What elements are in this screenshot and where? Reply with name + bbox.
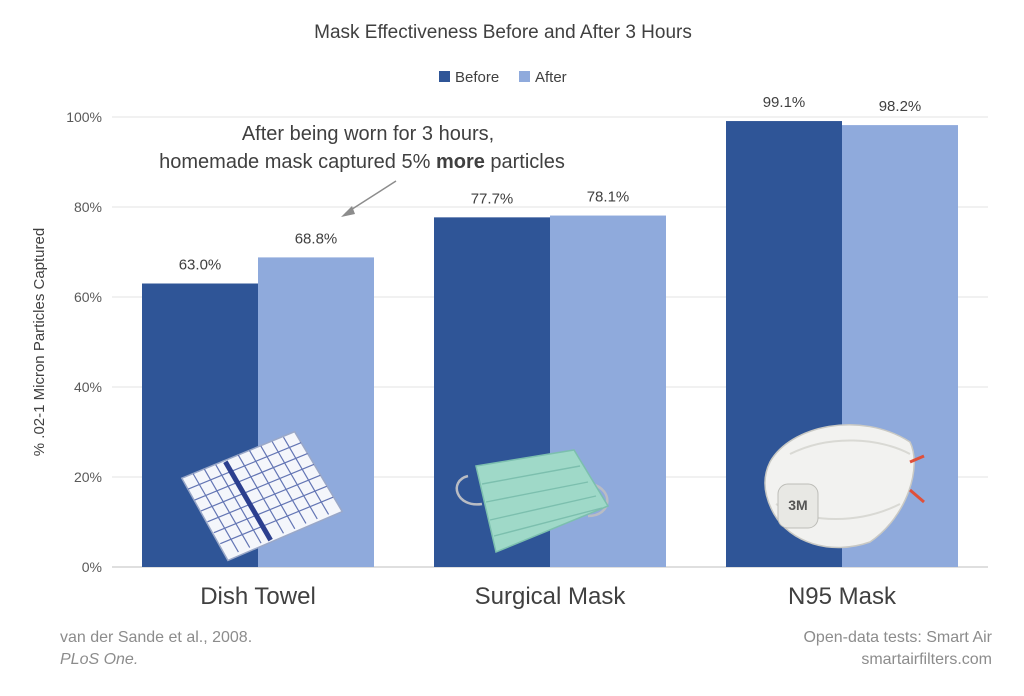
y-axis-label: % .02-1 Micron Particles Captured: [31, 228, 48, 456]
chart-title: Mask Effectiveness Before and After 3 Ho…: [314, 22, 692, 43]
data-label-n95-mask-after: 98.2%: [879, 98, 922, 115]
annotation-arrow: [345, 180, 397, 214]
annotation-line-2: homemade mask captured 5% more particles: [159, 151, 565, 173]
y-tick-label: 100%: [66, 109, 102, 125]
data-label-n95-mask-before: 99.1%: [763, 94, 806, 111]
data-label-surgical-mask-after: 78.1%: [587, 189, 630, 206]
annotation-line-2-pre: homemade mask captured 5%: [159, 151, 436, 173]
data-label-dish-towel-before: 63.0%: [179, 257, 222, 274]
n95-mask-image: 3M: [764, 424, 925, 549]
credit: Open-data tests: Smart Air smartairfilte…: [803, 627, 992, 671]
data-labels: 63.0% 68.8% 77.7% 78.1% 99.1% 98.2%: [179, 94, 922, 273]
annotation-line-2-bold: more: [436, 151, 485, 173]
data-label-dish-towel-after: 68.8%: [295, 230, 338, 247]
y-tick-label: 60%: [74, 289, 102, 305]
credit-line: Open-data tests: Smart Air: [803, 629, 992, 646]
svg-text:3M: 3M: [788, 497, 807, 513]
legend-label-after: After: [535, 69, 567, 86]
y-tick-label: 20%: [74, 469, 102, 485]
y-tick-label: 80%: [74, 199, 102, 215]
citation-journal: PLoS One.: [60, 651, 139, 668]
data-label-surgical-mask-before: 77.7%: [471, 190, 514, 207]
annotation-line-2-post: particles: [485, 151, 565, 173]
category-label-surgical-mask: Surgical Mask: [475, 583, 627, 610]
category-label-dish-towel: Dish Towel: [200, 583, 316, 610]
legend-swatch-before: [439, 71, 450, 82]
legend: Before After: [439, 69, 567, 86]
category-label-n95-mask: N95 Mask: [788, 583, 897, 610]
surgical-mask-image: [455, 449, 610, 554]
x-axis-categories: Dish Towel Surgical Mask N95 Mask: [200, 583, 897, 610]
dish-towel-image: [180, 430, 344, 562]
y-tick-label: 40%: [74, 379, 102, 395]
annotation-line-1: After being worn for 3 hours,: [242, 123, 494, 145]
y-tick-label: 0%: [82, 559, 102, 575]
annotation-arrowhead: [341, 206, 355, 217]
annotation: After being worn for 3 hours, homemade m…: [159, 123, 565, 217]
source-citation: van der Sande et al., 2008. PLoS One.: [60, 627, 252, 671]
y-axis-ticks: 0% 20% 40% 60% 80% 100%: [66, 109, 102, 575]
legend-swatch-after: [519, 71, 530, 82]
credit-website: smartairfilters.com: [861, 651, 992, 668]
citation-authors: van der Sande et al., 2008.: [60, 629, 253, 646]
legend-label-before: Before: [455, 69, 499, 86]
